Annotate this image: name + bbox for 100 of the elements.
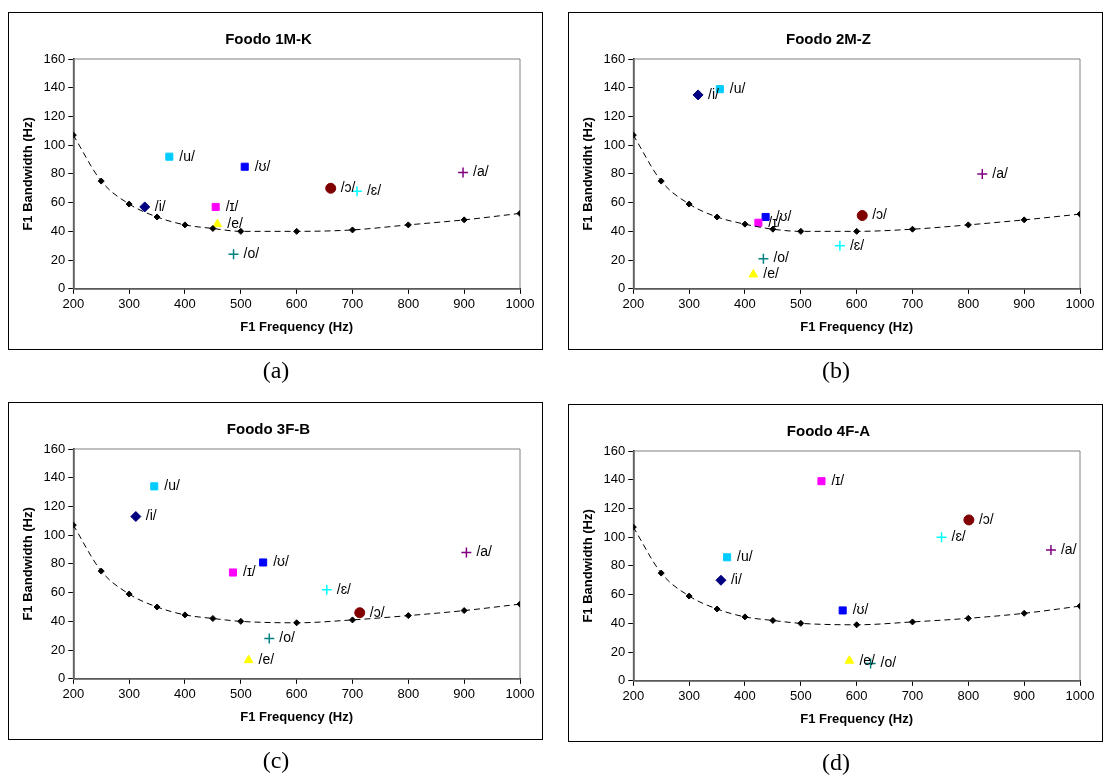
y-tick-label: 120 (603, 108, 626, 124)
point (228, 568, 238, 577)
y-tick-label: 40 (50, 222, 66, 238)
x-axis-title: F1 Frequency (Hz) (800, 710, 913, 726)
x-tick-label: 300 (678, 688, 700, 704)
y-tick-label: 80 (610, 165, 626, 181)
y-tick-label: 120 (43, 498, 66, 514)
series-label: /o/ (279, 629, 295, 646)
y-tick-label: 140 (603, 79, 626, 95)
x-tick-label: 800 (397, 296, 420, 312)
y-tick-label: 100 (603, 528, 626, 544)
point (1020, 216, 1028, 224)
point (964, 221, 972, 229)
x-tick-label: 300 (118, 686, 140, 702)
point (321, 584, 333, 596)
point (685, 592, 693, 600)
x-tick-label: 700 (341, 686, 364, 702)
point (797, 227, 805, 235)
series-label: /ɪ/ (831, 472, 845, 489)
series-label: /a/ (476, 543, 493, 560)
x-tick-label: 800 (397, 686, 420, 702)
x-tick-label: 200 (622, 688, 645, 704)
series-label: /u/ (164, 477, 180, 494)
x-tick-label: 800 (957, 296, 980, 312)
point (757, 252, 770, 265)
x-tick-label: 1000 (505, 686, 535, 702)
point (817, 477, 826, 486)
point (263, 632, 276, 645)
y-tick-label: 0 (618, 672, 626, 688)
point (237, 227, 245, 235)
y-tick-label: 160 (43, 440, 66, 456)
y-tick-label: 140 (43, 469, 66, 485)
x-tick-label: 400 (174, 686, 196, 702)
point (97, 177, 105, 185)
point (227, 248, 240, 261)
series-label: /e/ (227, 215, 244, 232)
point (293, 227, 301, 235)
x-tick-label: 900 (1013, 688, 1036, 704)
text: (b) (821, 357, 851, 384)
y-axis-title: F1 Bandwidth (Hz) (580, 509, 596, 623)
series-label: /ɔ/ (369, 603, 385, 620)
point (153, 603, 161, 611)
x-tick-label: 700 (901, 296, 924, 312)
point (460, 546, 473, 559)
point (354, 607, 366, 619)
point (754, 218, 763, 227)
point (404, 221, 412, 229)
series-label: /e/ (763, 265, 780, 282)
point (723, 553, 732, 562)
y-tick-label: 60 (610, 586, 626, 602)
y-tick-label: 0 (618, 280, 626, 296)
x-tick-label: 700 (901, 688, 924, 704)
x-tick-label: 1000 (1065, 688, 1095, 704)
x-tick-label: 200 (62, 296, 85, 312)
point (769, 616, 777, 624)
point (181, 221, 189, 229)
x-tick-label: 600 (845, 688, 868, 704)
point (685, 200, 693, 208)
series-label: /a/ (1060, 540, 1077, 557)
point (853, 227, 861, 235)
point (457, 166, 469, 179)
point (741, 220, 749, 228)
x-tick-label: 800 (957, 688, 980, 704)
y-tick-label: 160 (43, 50, 66, 66)
x-tick-label: 900 (453, 686, 476, 702)
y-tick-label: 160 (603, 442, 626, 458)
point (964, 614, 972, 622)
x-tick-label: 500 (229, 686, 252, 702)
y-tick-label: 0 (58, 670, 66, 686)
point (1020, 609, 1028, 617)
y-tick-label: 60 (50, 194, 66, 210)
point (856, 210, 868, 222)
point (715, 574, 727, 586)
y-tick-label: 40 (610, 614, 626, 630)
x-tick-label: 400 (734, 688, 756, 704)
x-tick-label: 400 (174, 296, 196, 312)
series-label: /ɪ/ (225, 197, 239, 214)
y-tick-label: 40 (610, 222, 626, 238)
point (153, 213, 161, 221)
point (460, 607, 468, 615)
series-label: /ʊ/ (254, 157, 271, 174)
series-label: /i/ (708, 85, 720, 102)
chart-title: Foodo 3F-B (226, 420, 311, 438)
x-tick-label: 500 (229, 296, 252, 312)
y-axis-title: F1 Bandwidth (Hz) (20, 507, 36, 621)
series-label: /u/ (729, 80, 746, 97)
series-label: /a/ (473, 163, 489, 180)
point (97, 567, 105, 575)
y-tick-label: 80 (50, 555, 66, 571)
chart-title: Foodo 2M-Z (786, 30, 871, 48)
point (237, 617, 245, 625)
y-tick-label: 20 (610, 251, 626, 267)
point (657, 177, 665, 185)
point (348, 616, 356, 624)
x-tick-label: 500 (789, 688, 812, 704)
point (150, 482, 159, 491)
point (348, 226, 356, 234)
point (460, 216, 468, 224)
point (325, 182, 337, 194)
point (713, 213, 721, 221)
